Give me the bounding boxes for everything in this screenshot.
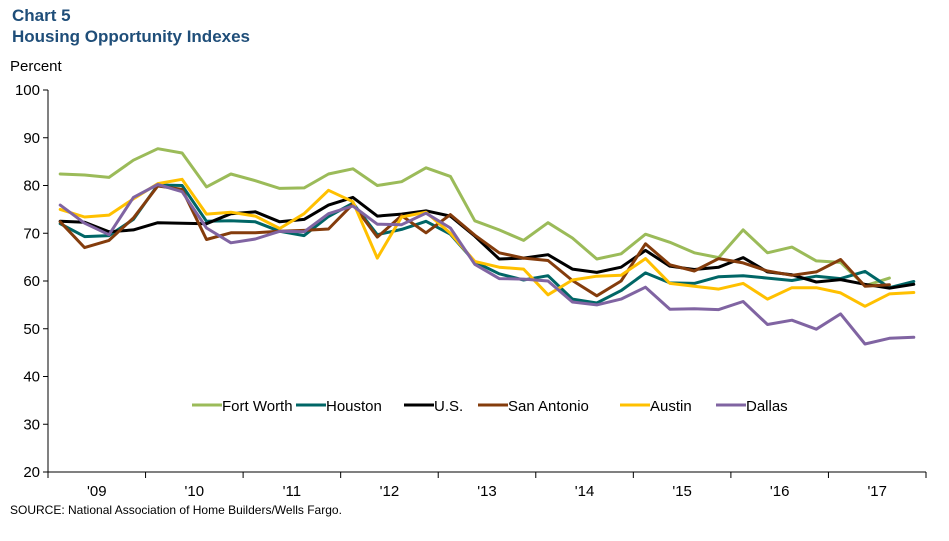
x-tick-label: '13 xyxy=(477,483,497,500)
x-tick-label: '10 xyxy=(185,483,205,500)
x-tick-label: '17 xyxy=(867,483,887,500)
chart-axes: 20 30 40 50 60 70 80 90 100 '09 '10 '11 '12 '13 '14 '15… xyxy=(15,82,927,500)
series-line-san-antonio xyxy=(58,184,891,298)
y-tick-label: 90 xyxy=(23,130,40,147)
y-axis-label: Percent xyxy=(10,58,62,75)
y-tick-label: 70 xyxy=(23,225,40,242)
y-tick-label: 20 xyxy=(23,464,40,481)
x-tick-label: '11 xyxy=(283,483,301,500)
y-tick-label: 50 xyxy=(23,321,40,338)
x-tick-label: '15 xyxy=(672,483,692,500)
x-tick-label: '16 xyxy=(770,483,790,500)
chart-title: Housing Opportunity Indexes xyxy=(12,27,251,46)
series-line-austin xyxy=(58,177,916,308)
chart-number: Chart 5 xyxy=(12,6,71,25)
y-tick-label: 80 xyxy=(23,178,40,195)
x-tick-label: '09 xyxy=(87,483,107,500)
y-tick-label: 60 xyxy=(23,273,40,290)
y-tick-label: 30 xyxy=(23,416,40,433)
series-line-houston xyxy=(58,183,916,305)
legend-label-san-antonio: San Antonio xyxy=(508,398,589,415)
y-tick-label: 100 xyxy=(15,82,40,99)
legend-label-houston: Houston xyxy=(326,398,382,415)
source-note: SOURCE: National Association of Home Bui… xyxy=(10,503,342,517)
y-tick-label: 40 xyxy=(23,369,40,386)
chart-legend: Fort Worth Houston U.S. San Antonio Austin Da… xyxy=(192,398,788,415)
legend-label-fort-worth: Fort Worth xyxy=(222,398,293,415)
series-line-fort-worth xyxy=(58,147,891,288)
x-tick-label: '14 xyxy=(575,483,595,500)
chart-series xyxy=(58,147,916,346)
x-tick-label: '12 xyxy=(380,483,400,500)
legend-label-u-s: U.S. xyxy=(434,398,463,415)
legend-label-austin: Austin xyxy=(650,398,692,415)
series-line-dallas xyxy=(58,183,916,346)
legend-label-dallas: Dallas xyxy=(746,398,788,415)
